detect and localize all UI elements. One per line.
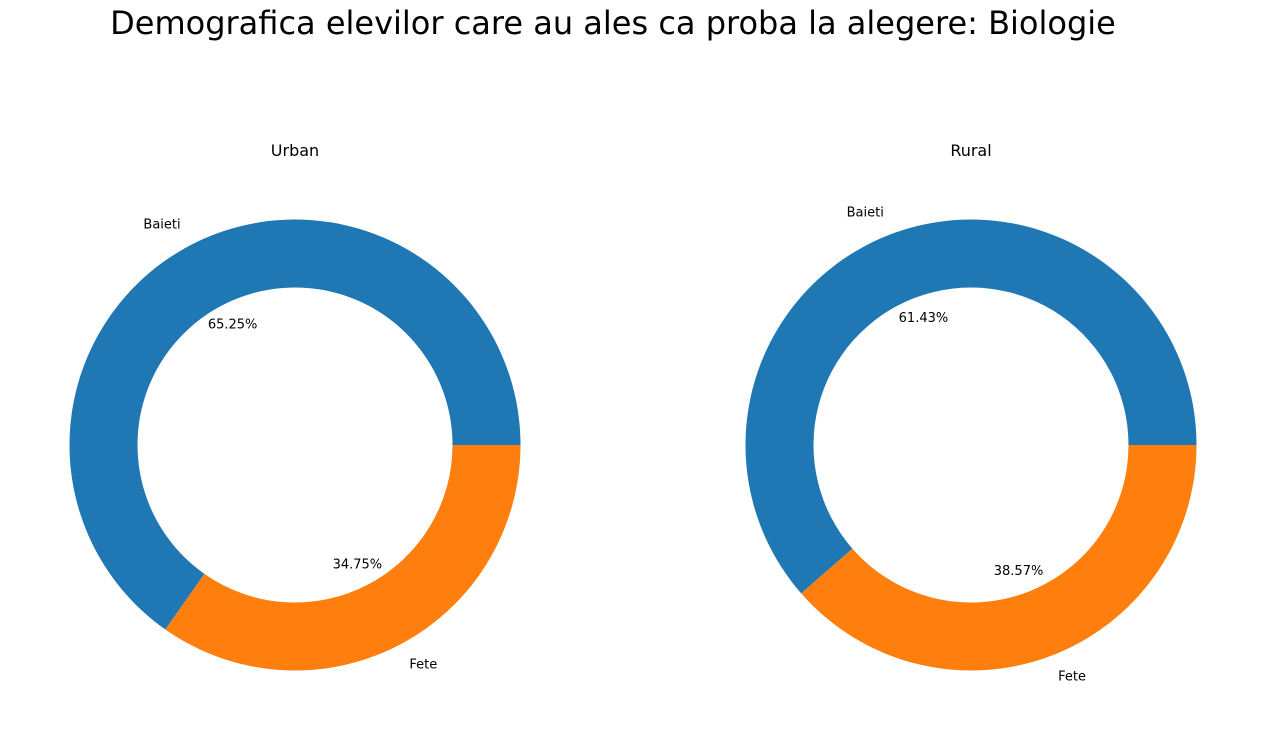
urban-chart-title: Urban: [271, 141, 319, 160]
rural-percent-baieti: 61.43%: [899, 311, 949, 326]
urban-percent-baieti: 65.25%: [208, 317, 258, 332]
rural-label-baieti: Baieti: [847, 205, 884, 220]
rural-chart-title: Rural: [950, 141, 991, 160]
urban-donut-chart: Urban Baieti 65.25% Fete 34.75%: [69, 141, 521, 673]
figure-title: Demografica elevilor care au ales ca pro…: [110, 4, 1116, 42]
urban-label-baieti: Baieti: [143, 217, 180, 232]
rural-percent-fete: 38.57%: [994, 564, 1044, 579]
rural-slice-baieti: [745, 219, 1197, 594]
urban-slice-fete: [165, 445, 521, 671]
rural-slice-fete: [801, 445, 1197, 671]
rural-label-fete: Fete: [1058, 670, 1086, 685]
urban-percent-fete: 34.75%: [333, 558, 383, 573]
urban-slice-baieti: [69, 219, 521, 630]
rural-donut-chart: Rural Baieti 61.43% Fete 38.57%: [745, 141, 1197, 685]
urban-label-fete: Fete: [409, 658, 437, 673]
